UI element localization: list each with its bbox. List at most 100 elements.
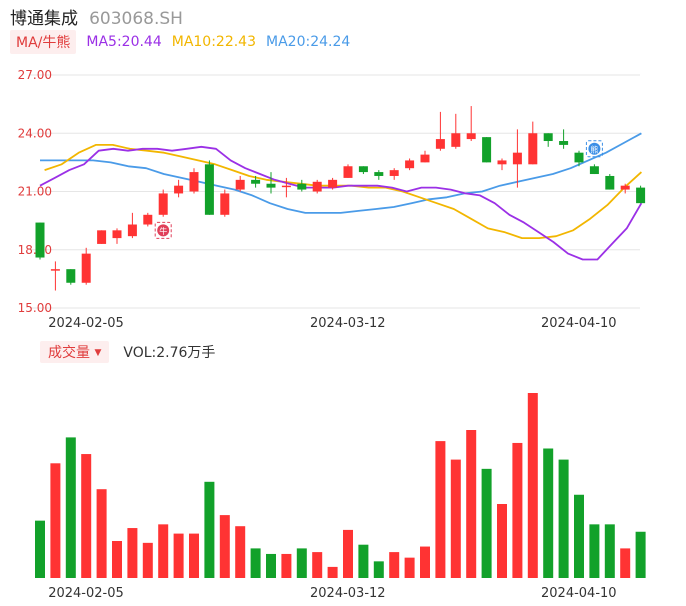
candle-body xyxy=(281,185,291,188)
candle xyxy=(589,164,599,175)
candle-body xyxy=(235,179,245,190)
volume-bar xyxy=(65,437,76,578)
volume-bar xyxy=(281,553,292,578)
y-tick-label: 18.00 xyxy=(18,243,52,257)
candle xyxy=(358,166,368,175)
stock-code: 603068.SH xyxy=(89,9,183,29)
candle-body xyxy=(220,193,230,215)
price-date-axis: 2024-02-05 2024-03-12 2024-04-10 xyxy=(48,316,616,331)
candle-body xyxy=(497,160,507,165)
candle xyxy=(497,158,507,171)
volume-bar xyxy=(497,504,507,578)
candle-body xyxy=(343,166,353,178)
volume-bar xyxy=(404,557,415,578)
candle xyxy=(266,172,276,194)
marker-dot xyxy=(588,142,601,155)
candle xyxy=(251,175,261,188)
candle xyxy=(35,222,45,260)
candle xyxy=(235,175,245,192)
marker-frame xyxy=(154,221,172,239)
volume-indicator-selector[interactable]: 成交量 ▼ xyxy=(40,341,110,363)
volume-bar xyxy=(81,454,92,578)
candlesticks xyxy=(35,106,646,291)
candle-body xyxy=(435,139,445,149)
candle-body xyxy=(528,133,538,165)
volume-bar xyxy=(589,524,600,578)
y-tick-label: 15.00 xyxy=(18,301,52,315)
volume-bar xyxy=(635,531,646,578)
stock-header: 博通集成 603068.SH xyxy=(10,4,183,29)
candle xyxy=(204,160,214,215)
candle-body xyxy=(204,164,214,215)
candle-body xyxy=(374,172,384,176)
volume-bar xyxy=(466,430,477,578)
candle-body xyxy=(312,181,322,192)
y-tick-label: 21.00 xyxy=(18,185,52,199)
candle xyxy=(97,230,107,244)
candle-body xyxy=(559,141,569,145)
candle xyxy=(605,174,615,190)
candle-body xyxy=(358,166,368,173)
volume-bar xyxy=(219,515,230,578)
x-tick-label: 2024-04-10 xyxy=(541,586,617,601)
x-tick-label: 2024-03-12 xyxy=(310,316,386,331)
volume-bar xyxy=(481,468,492,578)
y-tick-label: 24.00 xyxy=(18,126,52,140)
volume-bar xyxy=(96,489,107,578)
volume-bars xyxy=(35,393,646,578)
volume-bar xyxy=(558,459,569,578)
volume-bar xyxy=(527,393,538,578)
volume-value: VOL:2.76万手 xyxy=(123,345,216,361)
volume-bar xyxy=(435,441,446,578)
candle xyxy=(374,170,384,180)
x-tick-label: 2024-02-05 xyxy=(48,316,124,331)
ma20-legend: MA20:24.24 xyxy=(266,34,351,50)
candle xyxy=(81,247,91,285)
volume-bar xyxy=(312,552,323,578)
candle-body xyxy=(482,137,492,163)
candle xyxy=(466,106,476,142)
marker-dot xyxy=(157,224,170,237)
candle-body xyxy=(50,269,60,271)
x-tick-label: 2024-02-05 xyxy=(48,586,124,601)
volume-legend: 成交量 ▼ VOL:2.76万手 xyxy=(40,341,215,363)
volume-bar xyxy=(158,524,169,578)
candle xyxy=(620,183,630,194)
candle-body xyxy=(66,269,76,283)
candle xyxy=(281,177,291,198)
volume-bar xyxy=(173,533,184,578)
volume-bar xyxy=(574,494,584,578)
candle-body xyxy=(605,175,615,190)
candle-body xyxy=(636,187,646,204)
candle xyxy=(343,164,353,178)
candle xyxy=(528,121,538,165)
candle-body xyxy=(251,179,261,184)
volume-bar xyxy=(266,553,276,578)
candle-body xyxy=(574,152,584,163)
ma10-legend: MA10:22.43 xyxy=(171,34,257,50)
marker-frame xyxy=(585,140,603,158)
candle-body xyxy=(127,224,137,237)
candle-body xyxy=(266,183,276,188)
volume-bar xyxy=(604,524,615,578)
ma20-line xyxy=(40,132,642,214)
candle xyxy=(389,168,399,180)
ma5-line xyxy=(39,145,643,261)
marker-glyph: 熊 xyxy=(590,144,598,154)
volume-bar xyxy=(373,561,384,578)
candle-body xyxy=(81,253,91,283)
bear-marker-icon: 熊 xyxy=(585,140,603,158)
volume-bar xyxy=(35,520,45,578)
candle-body xyxy=(174,185,184,194)
volume-bar xyxy=(512,442,523,578)
candle xyxy=(112,228,122,244)
candle xyxy=(127,212,137,239)
candle xyxy=(143,212,153,227)
candle xyxy=(66,269,76,285)
volume-bar xyxy=(343,529,353,578)
candle-body xyxy=(451,133,461,147)
ma-indicator-selector[interactable]: MA/牛熊 xyxy=(10,30,77,54)
volume-bar xyxy=(450,459,461,578)
candle xyxy=(512,129,522,188)
